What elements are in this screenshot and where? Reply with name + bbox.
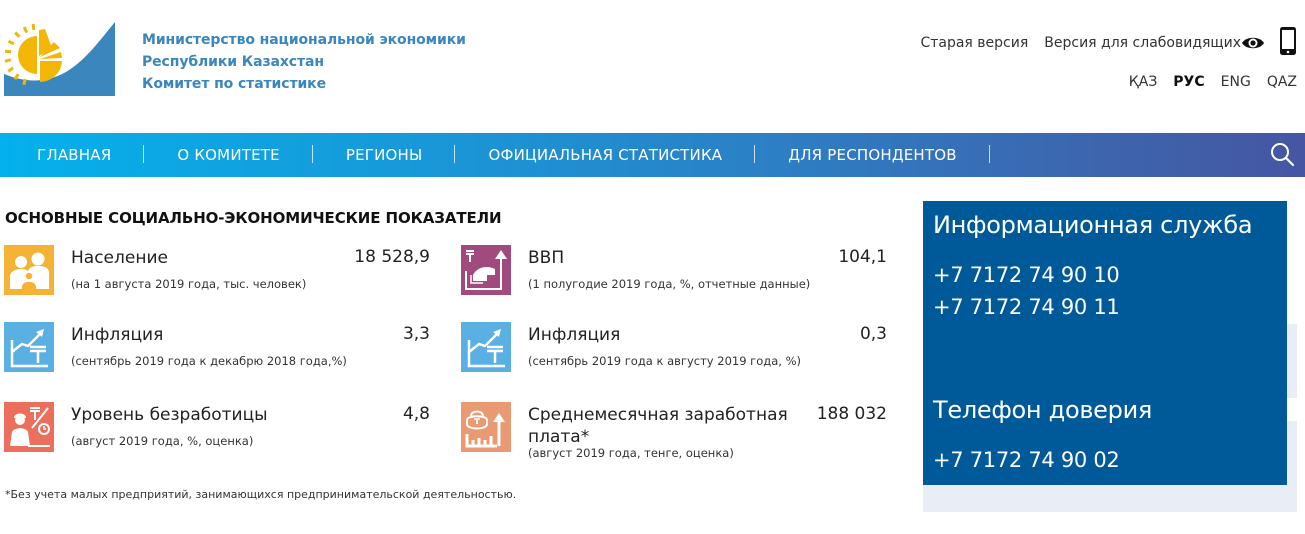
trust-phone-title: Телефон доверия <box>933 396 1153 424</box>
mobile-phone-icon[interactable] <box>1279 26 1297 56</box>
indicator-name: Уровень безработицы <box>71 405 268 425</box>
indicator-note: (сентябрь 2019 года к декабрю 2018 года,… <box>71 354 347 368</box>
indicator-value: 18 528,9 <box>354 247 430 267</box>
eye-icon[interactable] <box>1241 35 1265 51</box>
indicator-average-salary[interactable]: Среднемесячная заработная плата* (август… <box>461 402 891 462</box>
lang-rus[interactable]: РУС <box>1173 74 1205 90</box>
indicator-note: (1 полугодие 2019 года, %, отчетные данн… <box>528 277 811 291</box>
indicator-value: 4,8 <box>402 404 430 424</box>
salary-icon <box>461 402 511 452</box>
nav-for-respondents[interactable]: ДЛЯ РЕСПОНДЕНТОВ <box>755 145 990 164</box>
indicator-value: 188 032 <box>816 404 887 424</box>
indicator-population[interactable]: Население (на 1 августа 2019 года, тыс. … <box>4 245 434 305</box>
lang-qaz[interactable]: QAZ <box>1266 74 1297 90</box>
indicator-note: (на 1 августа 2019 года, тыс. человек) <box>71 277 307 291</box>
info-phone-1[interactable]: +7 7172 74 90 10 <box>933 263 1120 287</box>
info-phone-2[interactable]: +7 7172 74 90 11 <box>933 295 1120 319</box>
info-service-title: Информационная служба <box>933 211 1253 239</box>
indicator-inflation-ytd[interactable]: Инфляция (сентябрь 2019 года к декабрю 2… <box>4 322 434 382</box>
nav-home[interactable]: ГЛАВНАЯ <box>0 145 145 164</box>
inflation-icon <box>461 322 511 372</box>
indicator-value: 0,3 <box>859 324 887 344</box>
nav-regions[interactable]: РЕГИОНЫ <box>313 145 456 164</box>
nav-official-statistics[interactable]: ОФИЦИАЛЬНАЯ СТАТИСТИКА <box>455 145 756 164</box>
old-version-link[interactable]: Старая версия <box>920 35 1029 51</box>
org-line-committee: Комитет по статистике <box>142 76 326 92</box>
indicator-value: 104,1 <box>838 247 887 267</box>
indicator-name: Инфляция <box>71 325 164 345</box>
main-navbar: ГЛАВНАЯ О КОМИТЕТЕ РЕГИОНЫ ОФИЦИАЛЬНАЯ С… <box>0 133 1305 177</box>
indicator-gdp[interactable]: ВВП (1 полугодие 2019 года, %, отчетные … <box>461 245 891 305</box>
indicator-name: Инфляция <box>528 325 621 345</box>
org-line-republic: Республики Казахстан <box>142 54 324 70</box>
unemployment-icon <box>4 402 54 452</box>
inflation-icon <box>4 322 54 372</box>
info-service-panel: Информационная служба +7 7172 74 90 10 +… <box>923 201 1287 485</box>
indicator-note: (август 2019 года, тенге, оценка) <box>528 446 734 460</box>
lang-kaz[interactable]: ҚАЗ <box>1128 74 1158 90</box>
language-switcher: ҚАЗ РУС ENG QAZ <box>1113 74 1297 90</box>
indicator-value: 3,3 <box>402 324 430 344</box>
logo[interactable] <box>4 22 115 96</box>
top-links: Старая версия Версия для слабовидящих <box>920 27 1297 56</box>
indicator-name: Среднемесячная заработная плата* <box>528 405 788 447</box>
gdp-icon <box>461 245 511 295</box>
indicator-note: (август 2019 года, %, оценка) <box>71 434 254 448</box>
indicator-inflation-mom[interactable]: Инфляция (сентябрь 2019 года к августу 2… <box>461 322 891 382</box>
indicator-unemployment[interactable]: Уровень безработицы (август 2019 года, %… <box>4 402 434 462</box>
indicator-name: ВВП <box>528 248 565 268</box>
indicators-title: ОСНОВНЫЕ СОЦИАЛЬНО-ЭКОНОМИЧЕСКИЕ ПОКАЗАТ… <box>5 209 502 227</box>
search-icon[interactable] <box>1269 141 1295 167</box>
lang-eng[interactable]: ENG <box>1220 74 1251 90</box>
nav-about-committee[interactable]: О КОМИТЕТЕ <box>144 145 314 164</box>
organization-title[interactable]: Министерство национальной экономики Респ… <box>142 29 466 95</box>
low-vision-link[interactable]: Версия для слабовидящих <box>1044 35 1241 51</box>
footnote: *Без учета малых предприятий, занимающих… <box>5 488 517 501</box>
trust-phone[interactable]: +7 7172 74 90 02 <box>933 448 1120 472</box>
indicator-name: Население <box>71 248 168 268</box>
population-icon <box>4 245 54 295</box>
org-line-ministry: Министерство национальной экономики <box>142 32 466 48</box>
indicator-note: (сентябрь 2019 года к августу 2019 года,… <box>528 354 801 368</box>
